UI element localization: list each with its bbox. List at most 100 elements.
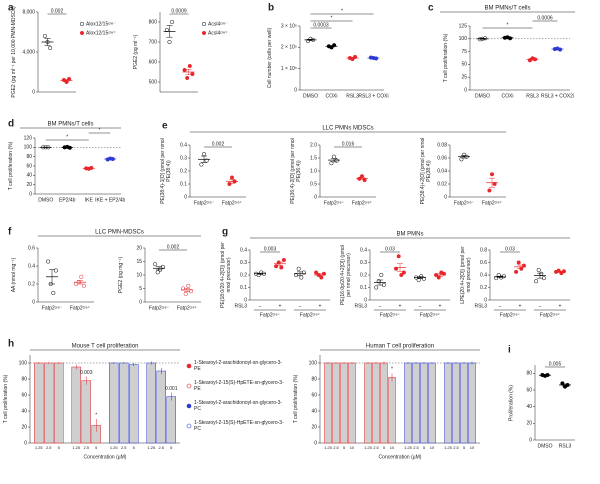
y-tick-label: 25 <box>461 75 467 81</box>
x-tick-label: DMSO <box>38 197 53 203</box>
data-point <box>516 260 521 265</box>
bar <box>340 362 348 444</box>
data-point <box>185 75 190 81</box>
y-tick-label: 0 <box>314 440 317 446</box>
data-point <box>319 275 324 280</box>
data-point <box>374 285 379 290</box>
stat-label: * <box>331 15 333 21</box>
data-point <box>160 264 165 269</box>
y-tick-label: 0 <box>294 87 297 93</box>
y-tick-label: 0.1 <box>240 285 247 291</box>
y-tick-label: 75 <box>461 49 467 55</box>
bar <box>348 362 356 444</box>
y-tick-label: 2 × 10⁵ <box>281 45 297 51</box>
x-tick-label: Fatp2ᶜʳᵉ⁻ <box>454 200 475 206</box>
legend-label: Acsl4ᶜʳᵉ⁻ <box>208 21 228 27</box>
panel-title: BM PMNs/T cells <box>485 6 531 12</box>
x-tick-label: – <box>299 303 302 309</box>
y-tick-label: 20 <box>311 424 317 430</box>
group-label: Fatp2ᶜʳᵉ⁺ <box>420 312 441 318</box>
y-tick-label: 80 <box>21 376 27 382</box>
data-point <box>158 267 163 272</box>
y-axis-label: T cell proliferation (%) <box>3 374 9 424</box>
y-tick-label: 3 × 10⁵ <box>281 23 297 29</box>
x-tick-label: Fatp2ᶜʳᵉ⁺ <box>70 305 91 311</box>
data-point <box>331 154 337 159</box>
x-tick-label: – <box>419 303 422 309</box>
y-tick-label: 20 <box>26 182 32 188</box>
stat-label: 0.03 <box>385 246 395 252</box>
x-tick-label: Fatp2ᶜʳᵉ⁻ <box>194 200 215 206</box>
stat-label: 0.003 <box>264 246 277 252</box>
x-tick-label: + <box>559 303 562 309</box>
panel-title: LLC PMNs MDSCs <box>322 126 373 132</box>
y-tick-label: 500 <box>149 79 158 85</box>
y-axis-label: Cell number (cells per well) <box>267 27 273 89</box>
y-tick-label: 0.3 <box>360 260 367 266</box>
y-tick-label: 15 <box>136 259 142 265</box>
data-point <box>281 257 286 263</box>
data-point <box>362 178 367 183</box>
y-tick-label: 0 <box>529 437 532 443</box>
x-tick-label: 10 <box>470 445 475 450</box>
y-tick-label: 0 <box>32 89 35 95</box>
panel-letter: i <box>508 345 511 356</box>
bar <box>332 362 340 444</box>
x-tick-label: + <box>519 303 522 309</box>
y-tick-label: 10 <box>136 272 142 278</box>
x-tick-label: – <box>379 303 382 309</box>
x-tick-label: RSL3 + COXi <box>358 93 388 99</box>
data-point <box>227 181 232 187</box>
stat-label: * <box>66 134 68 140</box>
y-tick-label: 0 <box>464 87 467 93</box>
bar <box>452 362 460 444</box>
stat-label: * <box>391 367 393 373</box>
data-point <box>274 264 279 269</box>
x-tick-label: 1.25 <box>35 445 44 450</box>
bar <box>380 362 388 444</box>
data-point <box>187 63 192 69</box>
x-tick-label: Fatp2ᶜʳᵉ⁺ <box>177 305 198 311</box>
legend-label: 1-Stearoyl-2-15(S)-HpETE-sn-glycero-3-PE <box>194 380 284 392</box>
x-tick-label: Fatp2ᶜʳᵉ⁻ <box>149 305 170 311</box>
stat-label: 0.016 <box>342 141 355 147</box>
y-tick-label: 0.2 <box>480 285 487 291</box>
y-tick-label: 0 <box>244 297 247 303</box>
x-tick-label: Fatp2ᶜʳᵉ⁻ <box>42 305 63 311</box>
bar <box>444 362 452 444</box>
y-tick-label: 40 <box>26 173 32 179</box>
data-point <box>81 283 86 288</box>
data-point <box>48 45 53 51</box>
bar <box>364 362 372 444</box>
y-tick-label: 50 <box>461 62 467 68</box>
data-point <box>536 267 541 273</box>
y-tick-label: 20 <box>526 421 532 427</box>
x-tick-label: EP2/4b <box>59 197 76 203</box>
x-tick-label: 1.25 <box>324 445 333 450</box>
legend-label: 1-Stearoyl-2-arachidonoyl-sn-glycero-3-P… <box>194 400 283 412</box>
y-axis-label: PE(18:0/20:4+2[O]) (pmol per nmol precur… <box>220 242 232 308</box>
y-tick-label: 0 <box>24 440 27 446</box>
y-tick-label: 0.2 <box>240 272 247 278</box>
data-point <box>314 270 319 275</box>
data-point <box>379 272 384 278</box>
data-point <box>416 277 421 283</box>
x-tick-label: – <box>259 303 262 309</box>
panel-letter: b <box>268 3 274 14</box>
panel-letter: a <box>8 3 14 14</box>
y-axis-label: T cell proliferation (%) <box>443 33 449 83</box>
legend-label: 1-Stearoyl-2-15(S)-HpETE-sn-glycero-3-PC <box>194 420 284 432</box>
legend-marker <box>201 30 207 36</box>
y-axis-label: PE(38:4)+2[O] (pmol per nmol PE(38:4)) <box>420 137 432 205</box>
y-tick-label: 60 <box>21 392 27 398</box>
x-tick-label: 2.5 <box>333 445 339 450</box>
y-tick-label: 60 <box>26 163 32 169</box>
stat-label: 0.003 <box>80 370 93 376</box>
x-tick-label: 2.5 <box>121 445 127 450</box>
y-tick-label: 0.4 <box>240 247 247 253</box>
y-tick-label: 4,000 <box>22 49 35 55</box>
group-label: Fatp2ᶜʳᵉ⁻ <box>260 312 281 318</box>
stat-label: 0.002 <box>51 8 64 14</box>
bar <box>71 366 81 444</box>
